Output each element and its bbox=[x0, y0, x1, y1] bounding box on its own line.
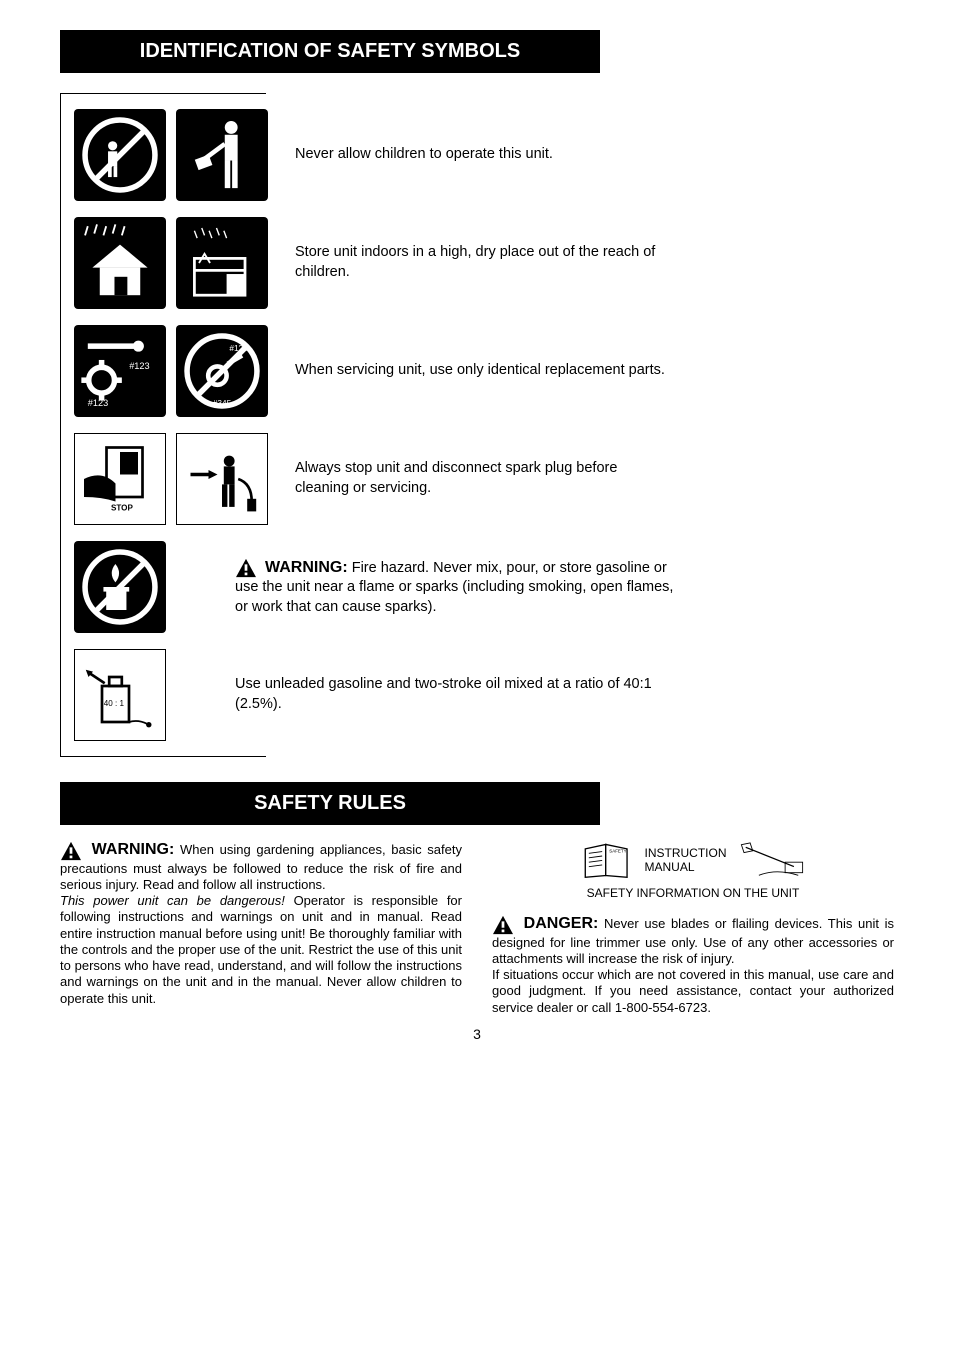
operator-paragraph: This power unit can be dangerous! Operat… bbox=[60, 893, 462, 1007]
warning-lead: WARNING: bbox=[92, 841, 175, 858]
parts-icon: #123 #123 bbox=[74, 325, 166, 417]
symbol-row: #123 #123 #123 #345 When servicing unit, u… bbox=[60, 321, 894, 421]
svg-text:#123: #123 bbox=[129, 361, 149, 371]
symbol-caption: Store unit indoors in a high, dry place … bbox=[295, 243, 665, 282]
heading-safety-rules: SAFETY RULES bbox=[60, 782, 600, 825]
manual-label: INSTRUCTION MANUAL bbox=[645, 846, 727, 875]
symbol-row: 40 : 1 Use unleaded gasoline and two-str… bbox=[60, 645, 894, 745]
no-flame-icon bbox=[74, 541, 166, 633]
operator-icon bbox=[176, 109, 268, 201]
stop-switch-icon: STOP bbox=[74, 433, 166, 525]
warning-lead: WARNING: bbox=[265, 559, 348, 576]
assistance-paragraph: If situations occur which are not covere… bbox=[492, 967, 894, 1016]
warning-paragraph: WARNING: When using gardening appliances… bbox=[60, 840, 462, 893]
danger-lead: DANGER: bbox=[524, 915, 599, 932]
heading-safety-symbols: IDENTIFICATION OF SAFETY SYMBOLS bbox=[60, 30, 600, 73]
svg-text:STOP: STOP bbox=[111, 504, 133, 513]
warning-triangle-icon bbox=[235, 558, 257, 578]
symbol-row: Never allow children to operate this uni… bbox=[60, 105, 894, 205]
danger-paragraph: DANGER: Never use blades or flailing dev… bbox=[492, 914, 894, 967]
svg-text:#123: #123 bbox=[88, 398, 108, 408]
safety-col-left: WARNING: When using gardening appliances… bbox=[60, 840, 462, 1016]
symbol-caption: WARNING: Fire hazard. Never mix, pour, o… bbox=[235, 557, 675, 618]
manual-book-icon: SAFETY bbox=[580, 840, 635, 880]
svg-text:#123: #123 bbox=[229, 344, 248, 353]
operator-body: Operator is responsible for following in… bbox=[60, 893, 462, 1006]
warning-triangle-icon bbox=[492, 915, 514, 935]
manual-label-line2: MANUAL bbox=[645, 860, 727, 874]
no-children-icon bbox=[74, 109, 166, 201]
safety-col-right: SAFETY INSTRUCTION MANUAL SAFETY INFORMA… bbox=[492, 840, 894, 1016]
no-wrong-parts-icon: #123 #345 bbox=[176, 325, 268, 417]
disconnect-plug-icon bbox=[176, 433, 268, 525]
page-number: 3 bbox=[60, 1026, 894, 1042]
dry-storage-icon bbox=[176, 217, 268, 309]
warning-triangle-icon bbox=[60, 841, 82, 861]
symbols-table: Never allow children to operate this uni… bbox=[60, 93, 894, 757]
safety-rules-columns: WARNING: When using gardening appliances… bbox=[60, 840, 894, 1016]
symbol-row: Store unit indoors in a high, dry place … bbox=[60, 213, 894, 313]
symbol-caption: Never allow children to operate this uni… bbox=[295, 145, 553, 165]
svg-text:#345: #345 bbox=[213, 399, 232, 408]
unit-safety-caption: SAFETY INFORMATION ON THE UNIT bbox=[492, 886, 894, 900]
rain-storage-icon bbox=[74, 217, 166, 309]
symbol-caption: When servicing unit, use only identical … bbox=[295, 361, 665, 381]
symbol-row: WARNING: Fire hazard. Never mix, pour, o… bbox=[60, 537, 894, 637]
manual-illustration: SAFETY INSTRUCTION MANUAL bbox=[492, 840, 894, 880]
unit-outline-icon bbox=[737, 840, 807, 880]
symbol-caption: Always stop unit and disconnect spark pl… bbox=[295, 459, 665, 498]
fuel-mix-icon: 40 : 1 bbox=[74, 649, 166, 741]
italic-lead: This power unit can be dangerous! bbox=[60, 893, 285, 908]
svg-text:40 : 1: 40 : 1 bbox=[104, 699, 125, 708]
symbol-caption: Use unleaded gasoline and two-stroke oil… bbox=[235, 675, 675, 714]
manual-label-line1: INSTRUCTION bbox=[645, 846, 727, 860]
symbol-row: STOP Always stop unit and disconnect spa… bbox=[60, 429, 894, 529]
svg-text:SAFETY: SAFETY bbox=[609, 848, 626, 853]
